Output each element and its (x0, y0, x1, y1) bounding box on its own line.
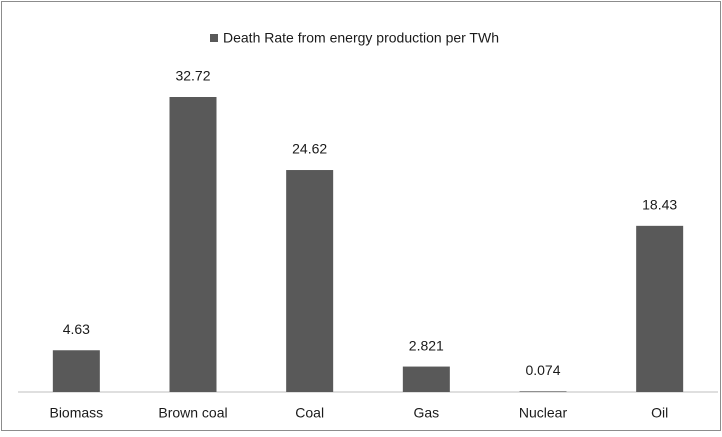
x-tick-label: Biomass (49, 405, 103, 421)
x-tick-label: Oil (651, 405, 668, 421)
bar (636, 225, 684, 392)
x-tick-label: Brown coal (158, 405, 227, 421)
data-label: 32.72 (175, 68, 210, 84)
data-label: 0.074 (525, 362, 560, 378)
x-tick-label: Coal (295, 405, 324, 421)
bar (402, 366, 450, 392)
legend-swatch (210, 34, 218, 42)
legend-label: Death Rate from energy production per TW… (223, 30, 499, 46)
data-label: 18.43 (642, 197, 677, 213)
x-tick-label: Nuclear (519, 405, 568, 421)
data-label: 2.821 (409, 337, 444, 353)
bar (169, 97, 217, 392)
data-label: 4.63 (63, 321, 90, 337)
bar (286, 170, 334, 392)
bar (519, 391, 567, 392)
data-label: 24.62 (292, 141, 327, 157)
x-tick-label: Gas (413, 405, 439, 421)
bar (52, 350, 100, 392)
